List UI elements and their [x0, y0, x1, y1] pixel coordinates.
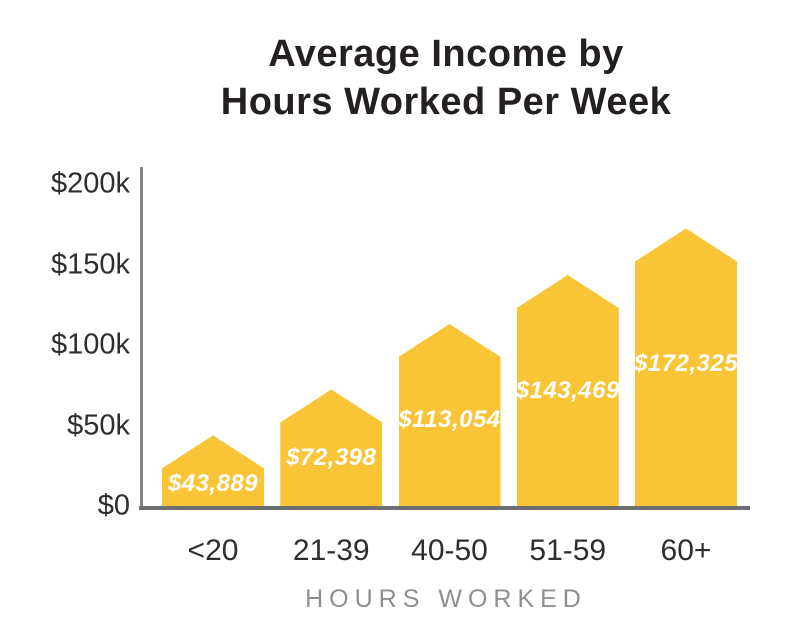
bar: $72,398 — [280, 389, 383, 506]
bar: $43,889 — [162, 435, 264, 506]
x-tick-label: <20 — [187, 534, 239, 567]
bar: $143,469 — [515, 275, 620, 506]
x-tick-label: 60+ — [660, 534, 712, 567]
chart-title-line-1: Average Income by — [268, 33, 624, 75]
x-axis-line — [139, 506, 750, 510]
y-tick-label: $100k — [50, 328, 130, 361]
bar: $113,054 — [398, 323, 501, 506]
x-tick-label: 51-59 — [529, 534, 607, 567]
x-axis-title: HOURS WORKED — [305, 585, 587, 613]
bar-value-label: $72,398 — [286, 443, 377, 471]
y-tick-label: $0 — [97, 489, 130, 522]
bar: $172,325 — [633, 228, 739, 506]
y-tick-label: $200k — [50, 167, 130, 200]
bar-value-label: $172,325 — [633, 350, 739, 378]
chart-title: Average Income by Hours Worked Per Week — [142, 30, 750, 126]
chart-title-line-2: Hours Worked Per Week — [220, 81, 672, 123]
y-tick-label: $150k — [50, 248, 130, 280]
x-tick-label: 40-50 — [411, 534, 488, 567]
bar-value-label: $43,889 — [167, 470, 259, 498]
y-tick-label: $50k — [67, 409, 130, 441]
y-axis-line — [140, 167, 143, 509]
bar-value-label: $113,054 — [398, 405, 501, 433]
x-tick-label: 21-39 — [292, 534, 370, 567]
bar-value-label: $143,469 — [515, 377, 620, 405]
